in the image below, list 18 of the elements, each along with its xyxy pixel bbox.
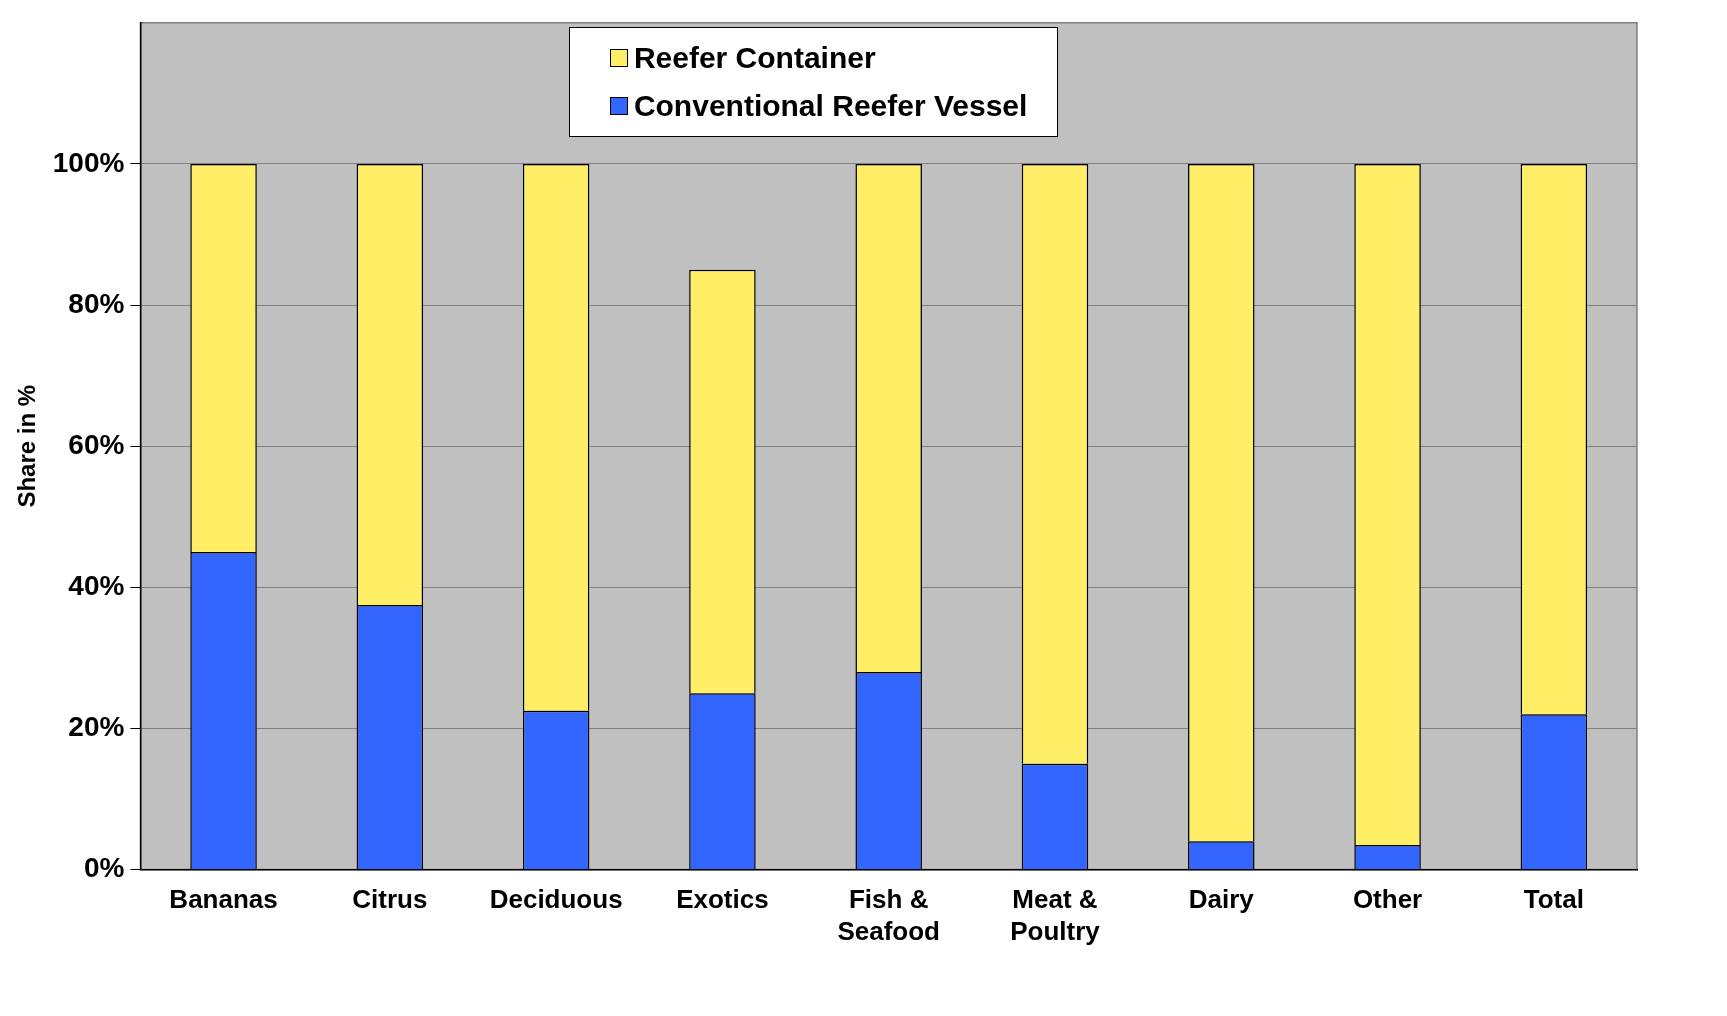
y-axis-title: Share in % (13, 384, 41, 508)
x-tick-label: Citrus (352, 884, 428, 915)
y-tick-label: 20% (68, 711, 125, 743)
x-tick-label: Meat & Poultry (1010, 884, 1101, 946)
x-tick-label: Exotics (676, 884, 769, 915)
y-tick-label: 60% (68, 428, 125, 460)
x-tick-label: Dairy (1188, 884, 1255, 915)
x-tick-label: Fish & Seafood (837, 884, 940, 946)
y-tick-label: 80% (68, 287, 125, 319)
y-tick-label: 40% (68, 570, 125, 602)
y-tick-label: 100% (52, 146, 125, 178)
x-tick-label: Other (1352, 884, 1423, 915)
legend-label: Conventional Reefer Vessel (633, 87, 1028, 124)
x-tick-label: Total (1523, 884, 1584, 915)
x-tick-label: Bananas (169, 884, 278, 915)
legend-label: Reefer Container (633, 39, 876, 76)
x-tick-label: Deciduous (489, 884, 623, 915)
y-tick-label: 0% (83, 852, 125, 884)
